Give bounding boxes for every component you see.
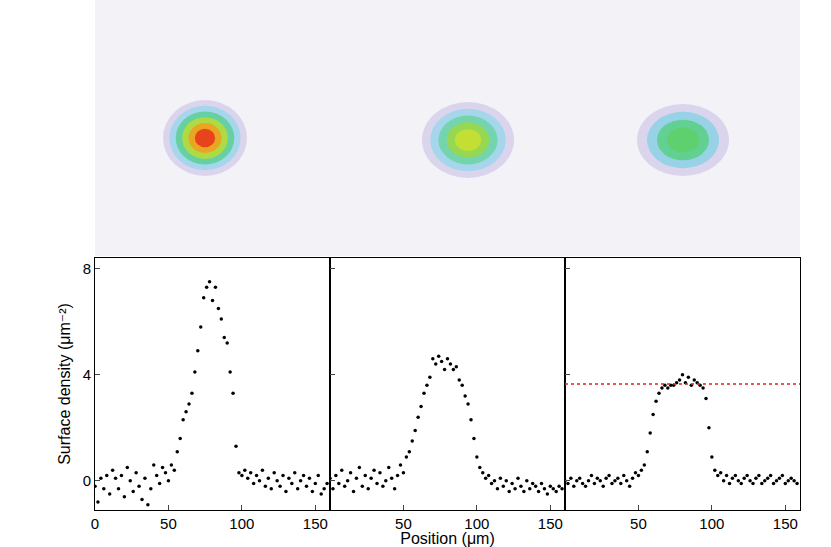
svg-text:50: 50: [630, 515, 647, 532]
svg-text:0: 0: [91, 515, 99, 532]
svg-text:4: 4: [83, 366, 91, 383]
svg-text:8: 8: [83, 260, 91, 277]
svg-text:Surface density (μm⁻²): Surface density (μm⁻²): [56, 303, 73, 465]
svg-text:100: 100: [699, 515, 724, 532]
svg-text:50: 50: [160, 515, 177, 532]
svg-text:150: 150: [538, 515, 563, 532]
svg-text:100: 100: [464, 515, 489, 532]
svg-text:0: 0: [83, 472, 91, 489]
svg-text:50: 50: [395, 515, 412, 532]
svg-text:150: 150: [303, 515, 328, 532]
svg-text:Position (μm): Position (μm): [400, 530, 495, 547]
svg-text:150: 150: [773, 515, 798, 532]
svg-text:100: 100: [229, 515, 254, 532]
